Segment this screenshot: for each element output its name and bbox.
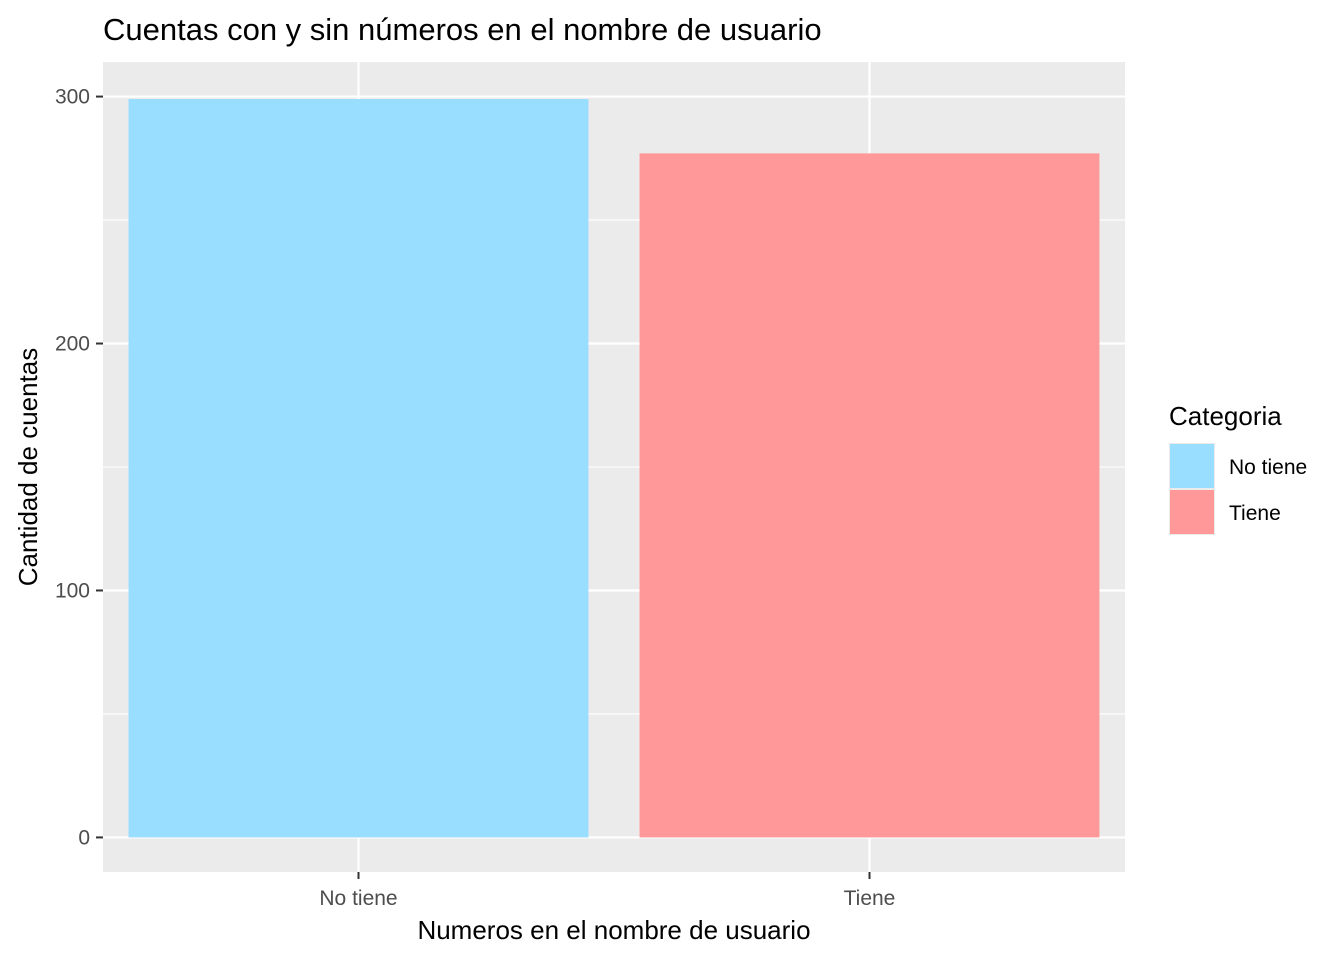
y-axis-title: Cantidad de cuentas xyxy=(13,348,43,587)
legend: Categoria No tiene Tiene xyxy=(1169,401,1307,535)
y-tick-label: 0 xyxy=(78,826,90,849)
x-axis-title: Numeros en el nombre de usuario xyxy=(417,915,810,945)
y-tick-label: 300 xyxy=(55,86,90,109)
x-axis: No tiene Tiene xyxy=(319,872,895,910)
bar xyxy=(639,153,1100,838)
y-tick-label: 100 xyxy=(55,579,90,602)
x-tick-label: Tiene xyxy=(844,887,896,910)
legend-label: Tiene xyxy=(1229,502,1281,525)
chart-title: Cuentas con y sin números en el nombre d… xyxy=(103,12,822,47)
legend-label: No tiene xyxy=(1229,456,1307,479)
legend-swatch xyxy=(1170,444,1214,488)
y-tick-label: 200 xyxy=(55,333,90,356)
legend-title: Categoria xyxy=(1169,401,1282,431)
bar xyxy=(128,99,589,838)
x-tick-label: No tiene xyxy=(319,887,397,910)
bars xyxy=(128,99,1100,838)
legend-swatch xyxy=(1170,490,1214,534)
y-axis: 0 100 200 300 xyxy=(55,86,103,849)
